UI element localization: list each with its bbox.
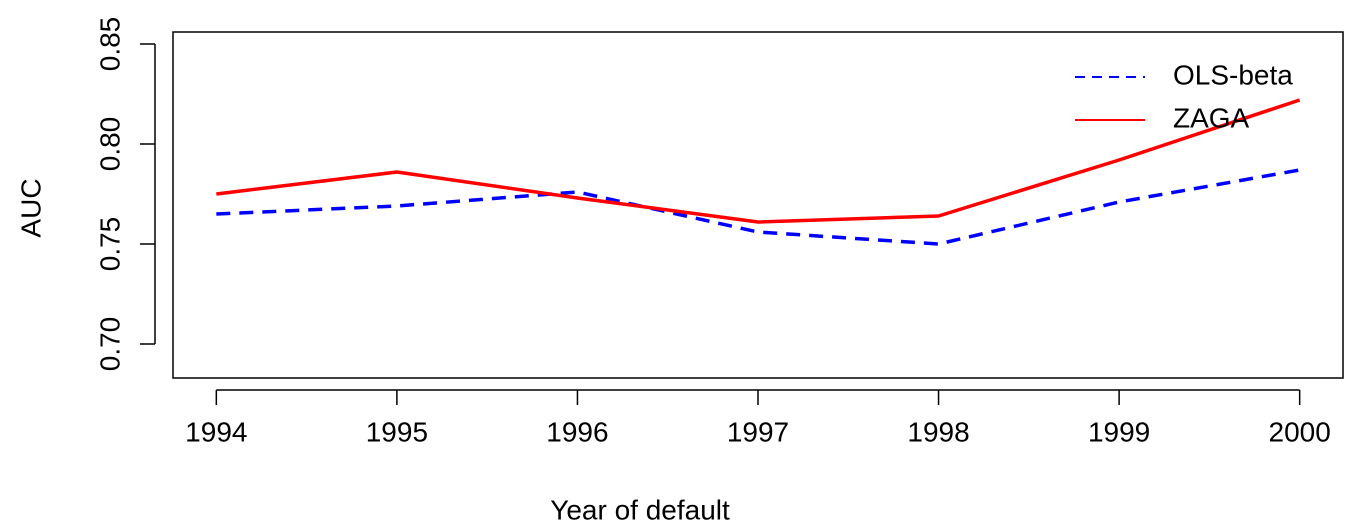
y-tick-label: 0.70 [94,317,125,372]
x-tick-label: 1995 [366,416,428,447]
x-tick-label: 1998 [907,416,969,447]
y-tick-label: 0.85 [94,17,125,72]
y-tick-label: 0.80 [94,117,125,172]
x-tick-label: 2000 [1269,416,1331,447]
line-series [216,168,1300,246]
y-axis-label: AUC [15,178,46,237]
x-axis-label: Year of default [550,494,730,525]
line-series [216,98,1301,224]
plot-box [172,31,1344,379]
x-tick-label: 1997 [727,416,789,447]
legend-label: OLS-beta [1173,59,1293,90]
legend-label: ZAGA [1173,102,1250,133]
x-tick-label: 1994 [185,416,247,447]
y-tick-label: 0.75 [94,217,125,272]
x-tick-label: 1996 [546,416,608,447]
x-tick-label: 1999 [1088,416,1150,447]
